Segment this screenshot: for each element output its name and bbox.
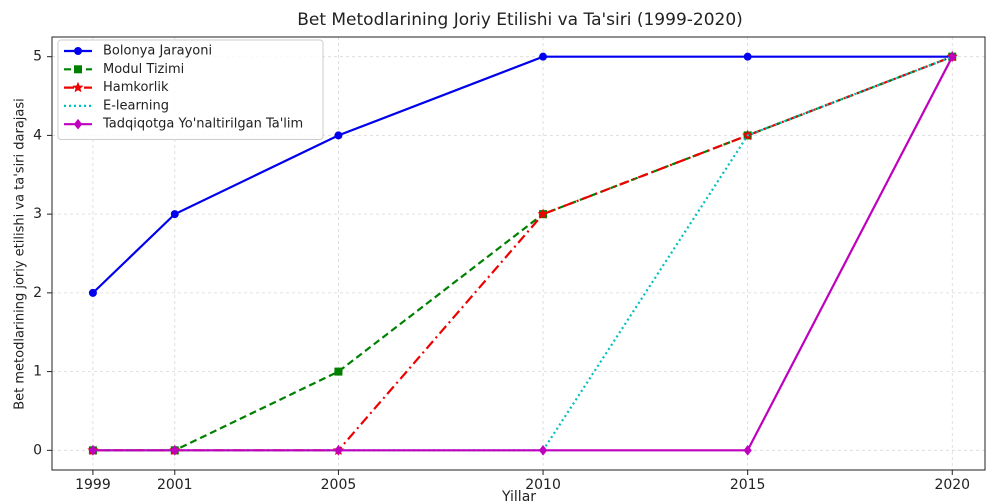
x-tick-label: 2015	[730, 477, 766, 493]
legend-marker	[73, 118, 83, 130]
series-line	[92, 55, 953, 294]
x-tick-label: 2001	[157, 477, 193, 493]
legend-label: Bolonya Jarayoni	[103, 44, 212, 59]
legend-label: Hamkorlik	[103, 80, 169, 95]
point	[334, 367, 343, 376]
legend-marker	[74, 65, 82, 74]
plot-frame	[51, 36, 986, 471]
point	[334, 131, 343, 140]
point	[537, 208, 549, 219]
legend-box	[57, 39, 324, 140]
x-tick-label: 2005	[321, 477, 357, 493]
x-tick-label: 2020	[934, 477, 970, 493]
y-tick-label: 3	[33, 206, 42, 222]
series-line	[92, 56, 954, 452]
chart-title: Bet Metodlarining Joriy Etilishi va Ta's…	[297, 10, 743, 30]
point	[88, 445, 98, 456]
point	[743, 52, 752, 61]
point	[539, 52, 548, 61]
point	[538, 445, 548, 456]
legend-label: Tadqiqotga Yo'naltirilgan Ta'lim	[102, 117, 303, 132]
x-tick-label: 1999	[75, 477, 111, 493]
point	[170, 445, 179, 456]
x-axis-label: Yillar	[501, 489, 536, 503]
y-tick-label: 1	[33, 364, 42, 380]
y-axis-label: Bet metodlarining joriy etilishi va ta's…	[13, 98, 28, 410]
y-tick-label: 0	[33, 442, 42, 458]
point	[170, 210, 179, 219]
legend-label: E-learning	[103, 98, 169, 113]
point	[334, 445, 343, 456]
x-tick-label: 2010	[525, 477, 561, 493]
legend-label: Modul Tizimi	[103, 62, 184, 77]
legend-marker	[74, 47, 82, 55]
point	[743, 445, 752, 456]
y-tick-label: 2	[33, 285, 42, 301]
y-tick-label: 5	[33, 49, 42, 65]
point	[948, 51, 957, 62]
legend-marker	[72, 81, 84, 93]
y-tick-label: 4	[33, 127, 42, 143]
point	[88, 288, 97, 297]
